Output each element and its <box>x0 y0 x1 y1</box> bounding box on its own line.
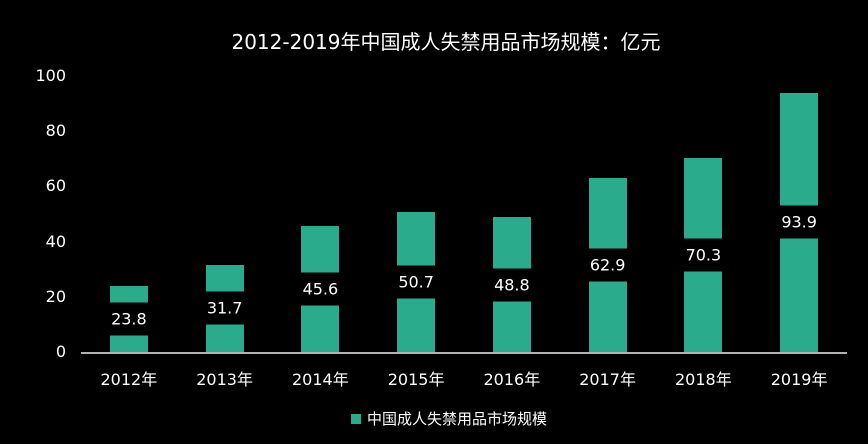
x-tick-label: 2016年 <box>483 370 541 389</box>
bar-value-label: 50.7 <box>397 265 436 299</box>
legend: 中国成人失禁用品市场规模 <box>15 408 868 429</box>
y-tick-label: 60 <box>45 176 66 196</box>
x-tick-label: 2013年 <box>196 370 253 389</box>
x-tick-label: 2015年 <box>387 370 445 389</box>
y-tick-label: 0 <box>55 342 66 361</box>
x-tick-label: 2017年 <box>579 370 636 389</box>
bar-2017年: 62.9 <box>588 178 627 352</box>
bar-2019年: 93.9 <box>780 92 819 352</box>
bar-value-label: 45.6 <box>301 272 340 306</box>
bar-2015年: 50.7 <box>397 212 436 352</box>
legend-swatch-icon <box>350 413 361 424</box>
bar-value-label: 70.3 <box>684 238 723 272</box>
legend-label: 中国成人失禁用品市场规模 <box>366 410 547 428</box>
y-tick-label: 40 <box>45 231 66 251</box>
bar-value-label: 62.9 <box>588 248 627 282</box>
y-tick-label: 20 <box>45 286 66 306</box>
bar-2014年: 45.6 <box>301 226 340 352</box>
x-tick-label: 2018年 <box>675 370 732 389</box>
bar-value-label: 23.8 <box>109 302 148 336</box>
bar-value-label: 31.7 <box>205 291 244 325</box>
bar-2013年: 31.7 <box>205 264 244 352</box>
bar-value-label: 48.8 <box>492 268 531 302</box>
y-tick-label: 80 <box>45 121 66 141</box>
bar-value-label: 93.9 <box>780 205 819 239</box>
y-axis: 0 20 40 60 80 100 <box>0 67 66 361</box>
x-tick-label: 2019年 <box>770 370 828 389</box>
y-tick-label: 100 <box>35 66 66 85</box>
plot-area: 23.8 31.7 45.6 50.7 48.8 62.9 70.3 93.9 <box>81 76 847 354</box>
bar-2016年: 48.8 <box>492 217 531 352</box>
legend-item[interactable]: 中国成人失禁用品市场规模 <box>350 408 547 429</box>
bar-2012年: 23.8 <box>109 286 148 352</box>
bar-2018年: 70.3 <box>684 157 723 352</box>
x-tick-label: 2012年 <box>100 370 158 389</box>
x-tick-label: 2014年 <box>292 370 349 389</box>
chart-title: 2012-2019年中国成人失禁用品市场规模：亿元 <box>231 30 661 54</box>
x-axis: 2012年 2013年 2014年 2015年 2016年 2017年 2018年 2019年 <box>81 370 847 390</box>
